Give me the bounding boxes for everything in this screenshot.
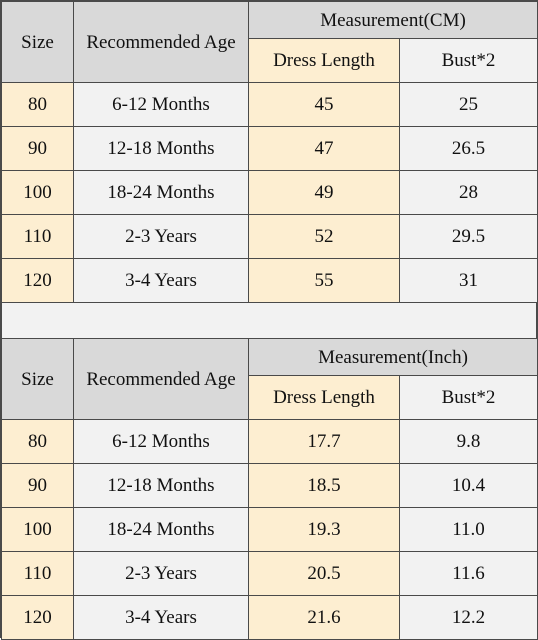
age-cell: 3-4 Years bbox=[73, 595, 249, 640]
dress-length-cell: 19.3 bbox=[248, 507, 400, 552]
size-cell: 110 bbox=[1, 551, 74, 596]
age-cell: 18-24 Months bbox=[73, 507, 249, 552]
age-cell: 18-24 Months bbox=[73, 170, 249, 215]
size-cell: 90 bbox=[1, 126, 74, 171]
size-cell: 80 bbox=[1, 82, 74, 127]
bust-cell: 25 bbox=[398, 82, 538, 127]
age-cell: 6-12 Months bbox=[73, 82, 249, 127]
bust-cell: 31 bbox=[398, 258, 538, 303]
header-bust: Bust*2 bbox=[398, 375, 538, 420]
bust-cell: 12.2 bbox=[398, 595, 538, 640]
size-cell: 100 bbox=[1, 507, 74, 552]
dress-length-cell: 55 bbox=[248, 258, 400, 303]
header-recommended-age: Recommended Age bbox=[73, 1, 249, 83]
table-row: 110 2-3 Years 52 29.5 bbox=[1, 214, 538, 259]
bust-cell: 26.5 bbox=[398, 126, 538, 171]
header-size: Size bbox=[1, 1, 74, 83]
dress-length-cell: 49 bbox=[248, 170, 400, 215]
size-cell: 80 bbox=[1, 419, 74, 464]
dress-length-cell: 18.5 bbox=[248, 463, 400, 508]
size-cell: 100 bbox=[1, 170, 74, 215]
size-cell: 110 bbox=[1, 214, 74, 259]
size-cell: 120 bbox=[1, 595, 74, 640]
size-table-cm: Size Recommended Age Measurement(CM) Dre… bbox=[1, 1, 538, 303]
header-size: Size bbox=[1, 338, 74, 420]
age-cell: 12-18 Months bbox=[73, 463, 249, 508]
bust-cell: 29.5 bbox=[398, 214, 538, 259]
age-cell: 6-12 Months bbox=[73, 419, 249, 464]
size-table-inch: Size Recommended Age Measurement(Inch) D… bbox=[1, 338, 538, 640]
dress-length-cell: 20.5 bbox=[248, 551, 400, 596]
table-row: 120 3-4 Years 55 31 bbox=[1, 258, 538, 303]
size-cell: 120 bbox=[1, 258, 74, 303]
table-row: 90 12-18 Months 47 26.5 bbox=[1, 126, 538, 171]
bust-cell: 11.6 bbox=[398, 551, 538, 596]
table-row: 100 18-24 Months 19.3 11.0 bbox=[1, 507, 538, 552]
table-row: 90 12-18 Months 18.5 10.4 bbox=[1, 463, 538, 508]
table-row: 80 6-12 Months 45 25 bbox=[1, 82, 538, 127]
dress-length-cell: 21.6 bbox=[248, 595, 400, 640]
age-cell: 2-3 Years bbox=[73, 214, 249, 259]
table-separator bbox=[1, 303, 537, 338]
table-row: 110 2-3 Years 20.5 11.6 bbox=[1, 551, 538, 596]
size-cell: 90 bbox=[1, 463, 74, 508]
header-bust: Bust*2 bbox=[398, 38, 538, 83]
bust-cell: 10.4 bbox=[398, 463, 538, 508]
header-dress-length: Dress Length bbox=[248, 375, 400, 420]
table-row: 120 3-4 Years 21.6 12.2 bbox=[1, 595, 538, 640]
header-dress-length: Dress Length bbox=[248, 38, 400, 83]
header-measurement: Measurement(CM) bbox=[247, 1, 538, 39]
dress-length-cell: 17.7 bbox=[248, 419, 400, 464]
bust-cell: 9.8 bbox=[398, 419, 538, 464]
age-cell: 12-18 Months bbox=[73, 126, 249, 171]
age-cell: 2-3 Years bbox=[73, 551, 249, 596]
header-recommended-age: Recommended Age bbox=[73, 338, 249, 420]
bust-cell: 11.0 bbox=[398, 507, 538, 552]
table-row: 100 18-24 Months 49 28 bbox=[1, 170, 538, 215]
age-cell: 3-4 Years bbox=[73, 258, 249, 303]
bust-cell: 28 bbox=[398, 170, 538, 215]
dress-length-cell: 45 bbox=[248, 82, 400, 127]
table-row: 80 6-12 Months 17.7 9.8 bbox=[1, 419, 538, 464]
header-measurement: Measurement(Inch) bbox=[247, 338, 538, 376]
dress-length-cell: 52 bbox=[248, 214, 400, 259]
dress-length-cell: 47 bbox=[248, 126, 400, 171]
